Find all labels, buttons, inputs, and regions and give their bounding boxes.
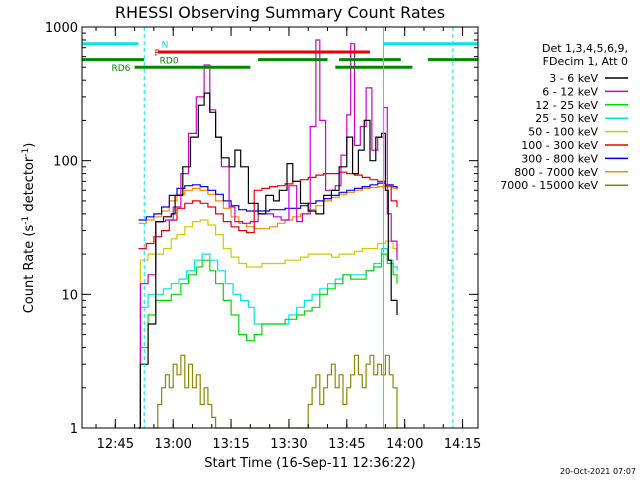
x-tick-label: 12:45: [97, 437, 134, 452]
legend-label: 50 - 100 keV: [528, 126, 598, 139]
x-tick-label: 13:30: [270, 437, 307, 452]
legend-label: 800 - 7000 keV: [514, 166, 598, 179]
legend-label: 7000 - 15000 keV: [500, 179, 598, 192]
y-tick-label: 10: [61, 288, 78, 303]
state-label-rd6: RD6: [111, 64, 130, 74]
x-tick-label: 13:45: [328, 437, 365, 452]
series-line-3: [138, 253, 398, 429]
state-label-n: N: [162, 41, 169, 51]
legend-header-line: Det 1,3,4,5,6,9,: [542, 42, 628, 55]
y-tick-label: 100: [53, 155, 78, 170]
x-tick-label: 13:00: [154, 437, 191, 452]
y-tick-label: 1: [70, 422, 78, 437]
legend-label: 100 - 300 keV: [521, 139, 598, 152]
generation-timestamp: 20-Oct-2021 07:07: [560, 467, 636, 476]
chart-title: RHESSI Observing Summary Count Rates: [115, 3, 445, 22]
plot-frame: [81, 26, 479, 429]
state-label-rd0: RD0: [160, 57, 179, 67]
x-tick-label: 14:00: [386, 437, 423, 452]
x-axis-label: Start Time (16-Sep-11 12:36:22): [204, 456, 415, 471]
series-line-5: [138, 219, 398, 429]
series-line-6: [138, 171, 398, 250]
legend-label: 25 - 50 keV: [535, 112, 598, 125]
legend-label: 3 - 6 keV: [549, 72, 598, 85]
legend-header-line: FDecim 1, Att 0: [543, 55, 628, 68]
series-line-9: [153, 354, 398, 429]
y-axis-label: Count Rate (s-1 detector-1): [21, 143, 37, 314]
state-label-f: F: [155, 49, 160, 59]
legend-label: 12 - 25 keV: [535, 99, 598, 112]
legend-label: 300 - 800 keV: [521, 152, 598, 165]
series-line-1: [138, 92, 398, 429]
x-tick-label: 14:15: [444, 437, 481, 452]
y-tick-label: 1000: [45, 21, 78, 36]
x-tick-label: 13:15: [212, 437, 249, 452]
legend-label: 6 - 12 keV: [542, 85, 598, 98]
